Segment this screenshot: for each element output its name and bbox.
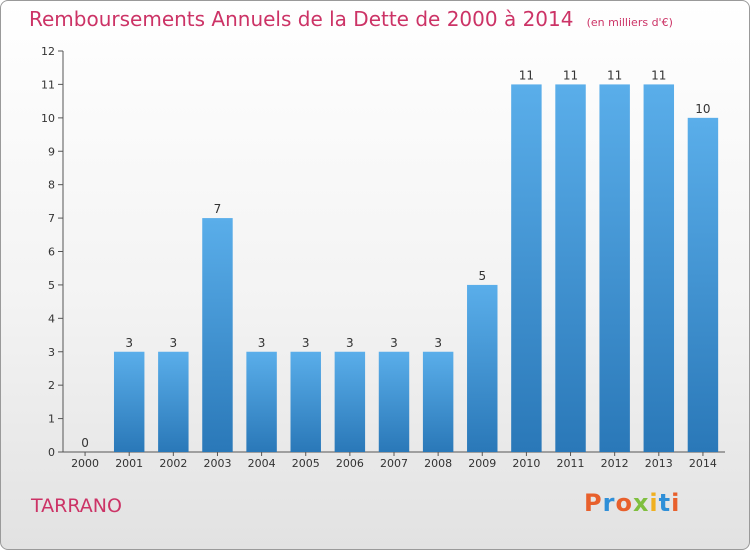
bar-value-label: 10 (695, 102, 710, 116)
y-tick-label: 10 (41, 112, 55, 125)
bar (113, 351, 145, 452)
y-tick-label: 6 (48, 246, 55, 259)
x-tick-label: 2013 (645, 457, 673, 470)
y-tick-label: 5 (48, 279, 55, 292)
x-tick-label: 2012 (601, 457, 629, 470)
commune-name: TARRANO (31, 495, 122, 517)
logo-letter: o (615, 489, 633, 517)
x-tick-label: 2010 (512, 457, 540, 470)
x-tick-label: 2003 (203, 457, 231, 470)
bar-value-label: 3 (258, 336, 266, 350)
bar (643, 84, 675, 453)
x-tick-label: 2005 (292, 457, 320, 470)
y-tick-label: 1 (48, 413, 55, 426)
bar-value-label: 3 (390, 336, 398, 350)
proxiti-logo: Proxiti (584, 489, 680, 517)
bar (158, 351, 189, 452)
y-tick-label: 4 (48, 312, 55, 325)
x-tick-label: 2001 (115, 457, 143, 470)
bar-value-label: 5 (478, 269, 486, 283)
bar-value-label: 3 (346, 336, 354, 350)
y-tick-label: 7 (48, 212, 55, 225)
bar (290, 351, 321, 452)
x-tick-label: 2009 (468, 457, 496, 470)
x-tick-label: 2007 (380, 457, 408, 470)
chart-labels: 2000 0 2001 3 2002 3 2003 7 2004 3 2005 3 2006 3 2007 3… (71, 68, 717, 470)
logo-letter: r (602, 489, 616, 517)
logo-letter: x (632, 489, 650, 517)
bar (246, 351, 277, 452)
chart-unit: (en milliers d'€) (586, 16, 673, 29)
bar-value-label: 11 (519, 68, 534, 82)
bar-value-label: 0 (81, 436, 89, 450)
x-tick-label: 2008 (424, 457, 452, 470)
chart-bars (113, 84, 719, 453)
x-tick-label: 2002 (159, 457, 187, 470)
bar (599, 84, 630, 453)
bar (422, 351, 454, 452)
x-tick-label: 2011 (557, 457, 585, 470)
x-tick-label: 2006 (336, 457, 364, 470)
y-tick-label: 9 (48, 145, 55, 158)
logo-letter: i (671, 489, 681, 517)
bar-value-label: 3 (170, 336, 178, 350)
y-tick-label: 2 (48, 379, 55, 392)
bar-value-label: 3 (434, 336, 442, 350)
logo-letter: i (649, 489, 659, 517)
bar-value-label: 7 (214, 202, 222, 216)
bar (687, 117, 719, 452)
logo-letter: P (584, 489, 603, 517)
chart-title-text: Remboursements Annuels de la Dette de 20… (29, 7, 574, 31)
y-tick-label: 3 (48, 346, 55, 359)
bar (511, 84, 542, 453)
y-tick-label: 11 (41, 78, 55, 91)
bar-value-label: 11 (607, 68, 622, 82)
bar (467, 284, 498, 452)
x-tick-label: 2014 (689, 457, 717, 470)
logo-letter: t (658, 489, 672, 517)
x-tick-label: 2004 (248, 457, 276, 470)
bar (378, 351, 410, 452)
bar-value-label: 11 (563, 68, 578, 82)
bar-value-label: 3 (302, 336, 310, 350)
y-tick-label: 8 (48, 179, 55, 192)
y-tick-label: 12 (41, 45, 55, 58)
x-tick-label: 2000 (71, 457, 99, 470)
chart-title: Remboursements Annuels de la Dette de 20… (29, 7, 673, 31)
bar (334, 351, 366, 452)
bar (555, 84, 586, 453)
y-tick-label: 0 (48, 446, 55, 459)
bar-value-label: 11 (651, 68, 666, 82)
bar (202, 218, 233, 452)
bar-value-label: 3 (125, 336, 133, 350)
